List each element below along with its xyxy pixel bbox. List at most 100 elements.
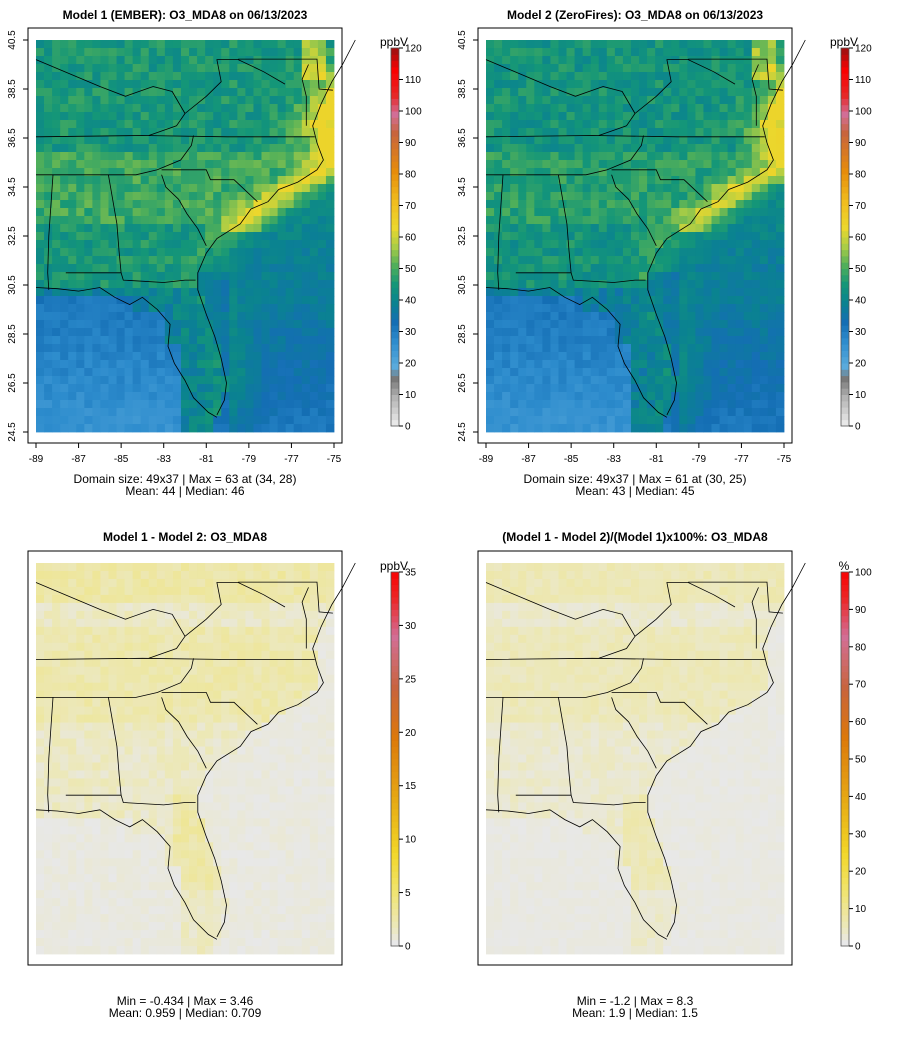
heatmap-cell: [767, 328, 777, 337]
heatmap-cell: [590, 144, 600, 153]
heatmap-cell: [719, 336, 729, 345]
heatmap-cell: [622, 248, 632, 257]
heatmap-cell: [502, 104, 511, 113]
heatmap-cell: [189, 264, 198, 273]
heatmap-cell: [494, 144, 503, 153]
heatmap-cell: [108, 722, 117, 731]
heatmap-cell: [687, 392, 696, 401]
heatmap-cell: [518, 120, 527, 129]
heatmap-cell: [140, 722, 150, 731]
heatmap-cell: [317, 128, 327, 137]
heatmap-cell: [108, 762, 117, 771]
heatmap-cell: [486, 232, 495, 241]
heatmap-cell: [213, 594, 222, 604]
heatmap-cell: [502, 200, 511, 209]
heatmap-cell: [116, 304, 125, 313]
heatmap-cell: [767, 408, 777, 417]
heatmap-cell: [84, 634, 93, 644]
heatmap-cell: [486, 200, 495, 209]
heatmap-cell: [132, 192, 142, 201]
heatmap-cell: [237, 674, 246, 684]
heatmap-cell: [293, 40, 303, 49]
heatmap-cell: [180, 594, 190, 604]
heatmap-cell: [751, 272, 761, 281]
heatmap-cell: [735, 256, 745, 265]
colorbar-swatch: [391, 356, 399, 364]
heatmap-cell: [719, 64, 729, 73]
heatmap-cell: [68, 416, 77, 425]
heatmap-cell: [36, 272, 45, 281]
heatmap-cell: [510, 136, 519, 145]
heatmap-cell: [116, 40, 125, 49]
heatmap-cell: [229, 240, 238, 249]
heatmap-cell: [309, 586, 319, 596]
heatmap-cell: [293, 272, 303, 281]
heatmap-cell: [285, 200, 295, 209]
heatmap-cell: [687, 296, 696, 305]
heatmap-cell: [502, 272, 511, 281]
heatmap-cell: [92, 714, 101, 723]
heatmap-cell: [213, 650, 222, 660]
heatmap-cell: [277, 344, 287, 353]
heatmap-cell: [775, 88, 785, 97]
heatmap-cell: [140, 762, 150, 771]
heatmap-cell: [301, 754, 311, 763]
heatmap-cell: [205, 642, 214, 652]
heatmap-cell: [245, 594, 254, 604]
heatmap-cell: [132, 288, 142, 297]
heatmap-cell: [269, 184, 279, 193]
heatmap-cell: [534, 56, 543, 65]
heatmap-cell: [293, 296, 303, 305]
heatmap-cell: [269, 594, 279, 604]
heatmap-cell: [751, 216, 761, 225]
heatmap-cell: [68, 698, 77, 708]
heatmap-cell: [655, 72, 664, 81]
heatmap-cell: [92, 698, 101, 708]
heatmap-cell: [132, 344, 142, 353]
heatmap-cell: [695, 96, 704, 105]
heatmap-cell: [558, 352, 567, 361]
heatmap-cell: [526, 128, 535, 137]
heatmap-cell: [36, 594, 45, 604]
heatmap-cell: [574, 176, 584, 185]
heatmap-cell: [108, 376, 117, 385]
heatmap-cell: [108, 144, 117, 153]
heatmap-cell: [92, 120, 101, 129]
heatmap-cell: [156, 610, 166, 620]
heatmap-cell: [663, 160, 672, 169]
heatmap-cell: [534, 304, 543, 313]
colorbar-swatch: [391, 388, 399, 395]
heatmap-cell: [655, 56, 664, 65]
heatmap-cell: [727, 248, 737, 257]
heatmap-cell: [679, 104, 688, 113]
heatmap-cell: [574, 256, 584, 265]
heatmap-cell: [164, 80, 174, 89]
heatmap-cell: [36, 722, 45, 731]
heatmap-cell: [180, 384, 190, 393]
heatmap-cell: [205, 48, 214, 57]
heatmap-cell: [92, 72, 101, 81]
heatmap-cell: [253, 144, 262, 153]
heatmap-cell: [156, 376, 166, 385]
heatmap-cell: [759, 256, 769, 265]
heatmap-cell: [510, 320, 519, 329]
heatmap-cell: [719, 368, 729, 377]
heatmap-cell: [60, 578, 69, 588]
heatmap-cell: [703, 256, 712, 265]
heatmap-cell: [116, 682, 125, 692]
heatmap-cell: [590, 224, 600, 233]
heatmap-cell: [156, 706, 166, 716]
heatmap-cell: [100, 56, 109, 65]
heatmap-cell: [132, 352, 142, 361]
heatmap-cell: [76, 714, 85, 723]
heatmap-cell: [132, 176, 142, 185]
heatmap-cell: [639, 208, 648, 217]
heatmap-cell: [140, 746, 150, 755]
heatmap-cell: [213, 344, 222, 353]
heatmap-cell: [84, 408, 93, 417]
heatmap-cell: [606, 280, 616, 289]
heatmap-cell: [52, 392, 61, 401]
heatmap-cell: [245, 626, 254, 636]
heatmap-cell: [245, 424, 254, 433]
heatmap-cell: [663, 104, 672, 113]
